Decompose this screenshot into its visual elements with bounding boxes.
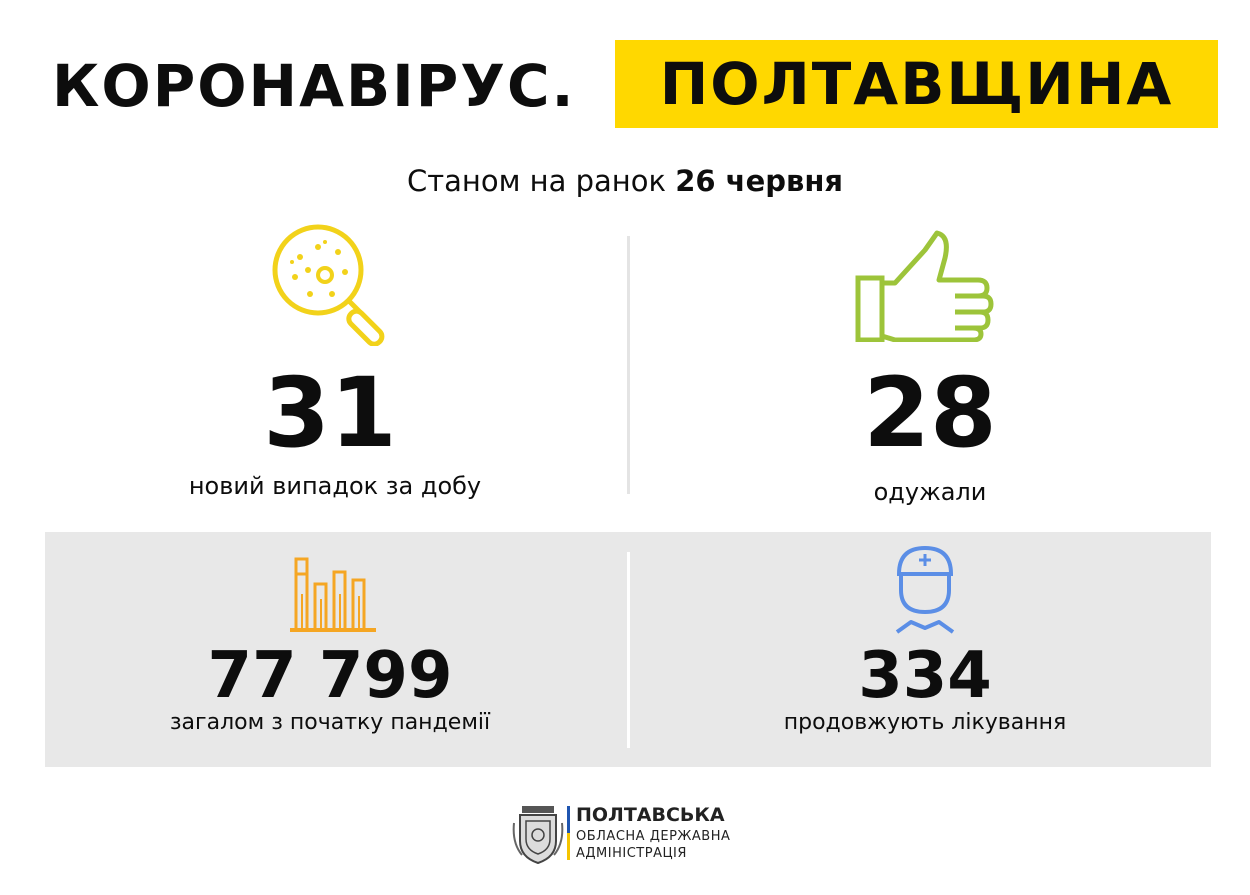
bottom-stats-panel: 77 799 загалом з початку пандемії 334 пр… bbox=[45, 532, 1211, 767]
date-line: Станом на ранок 26 червня bbox=[0, 164, 1250, 198]
divider-vertical-bottom bbox=[627, 552, 630, 748]
doctor-icon bbox=[895, 545, 955, 634]
recovered-label: одужали bbox=[873, 478, 987, 506]
bar-chart-icon bbox=[290, 557, 376, 632]
footer-org-line3: АДМІНІСТРАЦІЯ bbox=[576, 846, 687, 861]
date-value: 26 червня bbox=[675, 164, 844, 198]
new-cases-label: новий випадок за добу bbox=[188, 472, 482, 500]
new-cases-value: 31 bbox=[263, 357, 397, 469]
magnifier-virus-icon bbox=[272, 224, 385, 346]
title-row: КОРОНАВІРУС. ПОЛТАВЩИНА bbox=[0, 40, 1250, 128]
total-cases-label: загалом з початку пандемії bbox=[169, 710, 491, 735]
date-prefix: Станом на ранок bbox=[406, 164, 667, 198]
title-coronavirus: КОРОНАВІРУС. bbox=[52, 52, 576, 120]
total-cases-value: 77 799 bbox=[207, 639, 453, 713]
in-treatment-value: 334 bbox=[858, 639, 992, 713]
in-treatment-label: продовжують лікування bbox=[783, 710, 1067, 735]
divider-vertical-top bbox=[627, 236, 630, 494]
coat-of-arms-icon bbox=[512, 806, 564, 865]
thumbs-up-icon bbox=[855, 230, 994, 342]
title-region: ПОЛТАВЩИНА bbox=[615, 40, 1218, 128]
footer-org-line2: ОБЛАСНА ДЕРЖАВНА bbox=[576, 829, 731, 844]
recovered-value: 28 bbox=[863, 357, 997, 469]
footer-divider-yellow bbox=[567, 833, 570, 860]
footer-org-line1: ПОЛТАВСЬКА bbox=[576, 804, 725, 826]
